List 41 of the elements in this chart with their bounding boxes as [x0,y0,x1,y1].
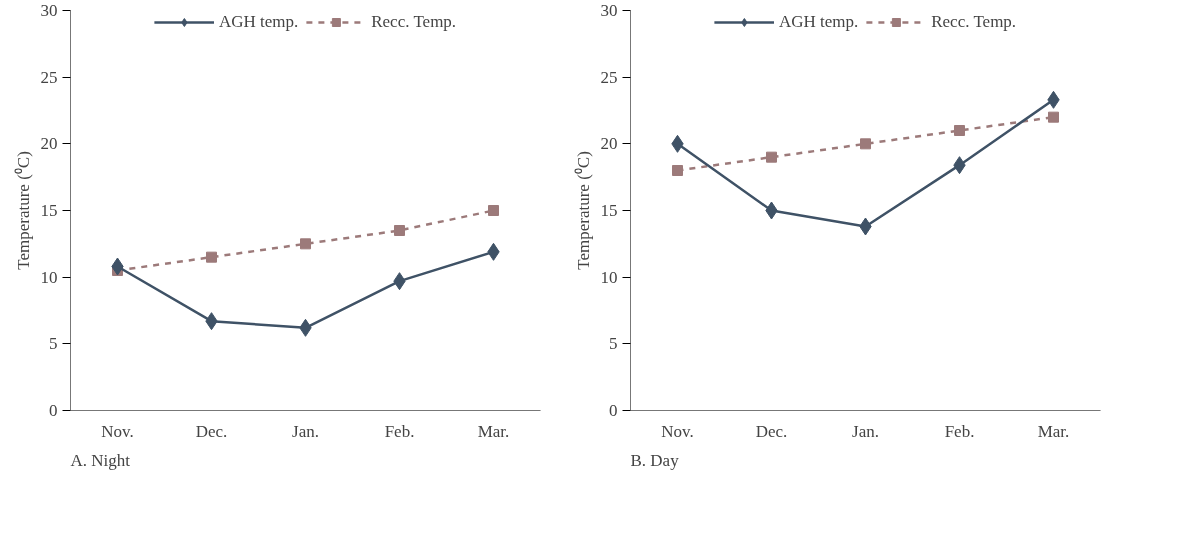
point [860,138,871,150]
x-tick-label: Nov. [101,421,134,441]
point [394,225,405,236]
x-tick-label: Dec. [195,421,228,441]
y-tick-label: 5 [49,334,58,354]
x-tick-label: Dec. [755,421,788,441]
y-axis-title: Temperature (⁰C) [13,151,33,270]
x-tick-label: Mar. [477,421,510,441]
y-tick-label: 30 [600,1,618,20]
x-tick-label: Feb. [384,421,415,441]
y-tick-label: 20 [40,134,58,154]
y-tick-label: 0 [49,401,58,420]
legend-label: AGH temp. [778,12,859,32]
point [672,165,683,176]
y-tick-label: 10 [40,267,58,287]
y-axis-title: Temperature (⁰C) [573,151,593,270]
legend-label: Recc. Temp. [931,12,1017,32]
point [206,251,217,263]
y-tick-label: 10 [600,267,618,287]
point [1048,111,1059,123]
point [954,125,965,136]
point [300,238,311,250]
legend-label: AGH temp. [218,12,299,32]
text: B. Day [630,450,680,470]
text: A. Night [70,450,131,470]
y-tick-label: 5 [609,334,618,354]
y-tick-label: 15 [40,201,58,220]
x-tick-label: Jan. [292,421,319,441]
x-tick-label: Jan. [852,421,879,441]
x-tick-label: Feb. [944,421,975,441]
legend-label: Recc. Temp. [371,12,457,32]
y-tick-label: 20 [600,134,618,154]
point [488,205,499,216]
y-tick-label: 0 [609,401,618,420]
y-tick-label: 25 [600,67,618,87]
y-tick-label: 30 [40,1,58,20]
y-tick-label: 25 [40,67,58,87]
y-tick-label: 15 [600,201,618,220]
x-tick-label: Mar. [1037,421,1070,441]
x-tick-label: Nov. [661,421,694,441]
point [766,151,777,163]
